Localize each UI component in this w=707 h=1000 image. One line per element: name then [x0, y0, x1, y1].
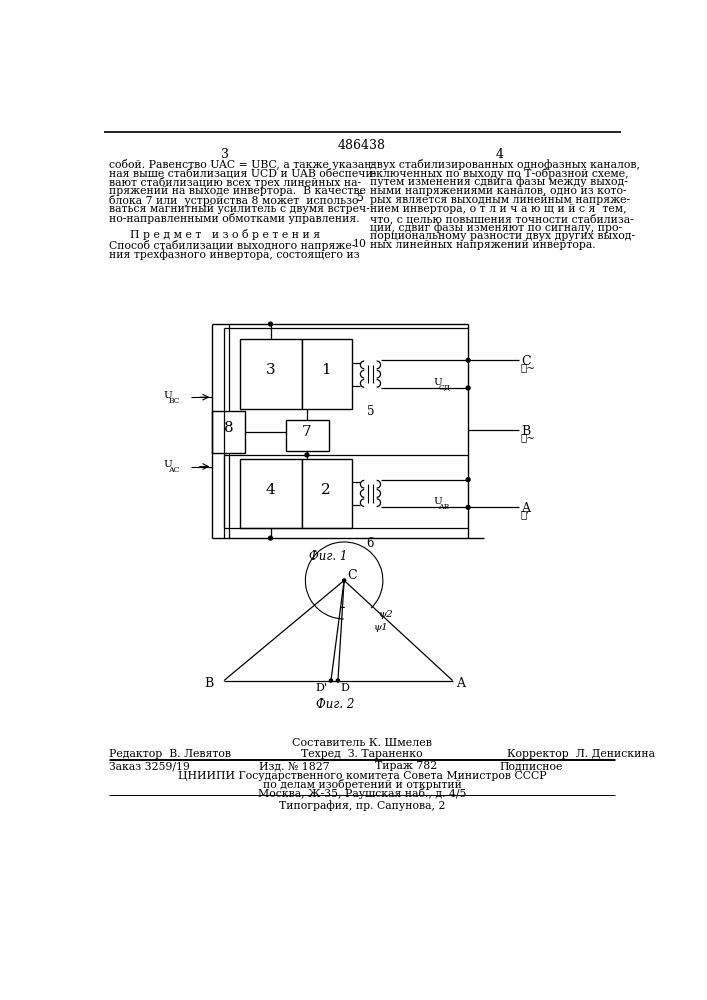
Circle shape [343, 579, 346, 582]
Text: ная выше стабилизация UCD и UAB обеспечи-: ная выше стабилизация UCD и UAB обеспечи… [110, 168, 377, 178]
Text: пряжений на выходе инвертора.  В качестве: пряжений на выходе инвертора. В качестве [110, 186, 366, 196]
Circle shape [466, 505, 470, 509]
Text: Корректор  Л. Денискина: Корректор Л. Денискина [507, 749, 655, 759]
Text: Москва, Ж-35, Раушская наб., д. 4/5: Москва, Ж-35, Раушская наб., д. 4/5 [258, 788, 466, 799]
Text: ции, сдвиг фазы изменяют по сигналу, про-: ции, сдвиг фазы изменяют по сигналу, про… [370, 222, 623, 233]
Bar [212, 411, 245, 453]
Text: U: U [163, 460, 173, 469]
Circle shape [466, 386, 470, 390]
Text: C: C [347, 569, 357, 582]
Text: 10: 10 [353, 239, 367, 249]
Text: B: B [521, 425, 530, 438]
Circle shape [269, 322, 272, 326]
Text: но-направленными обмотками управления.: но-направленными обмотками управления. [110, 213, 360, 224]
Text: ВС: ВС [169, 397, 180, 405]
Bar [240, 339, 301, 409]
Text: 3: 3 [266, 363, 275, 377]
Text: Редактор  В. Левятов: Редактор В. Левятов [110, 749, 231, 759]
Text: ∅': ∅' [520, 510, 529, 519]
Text: U: U [433, 497, 442, 506]
Text: 7: 7 [302, 425, 312, 439]
Text: D': D' [316, 683, 328, 693]
Text: ваться магнитный усилитель с двумя встреч-: ваться магнитный усилитель с двумя встре… [110, 204, 370, 214]
Circle shape [269, 536, 272, 540]
Text: Тираж 782: Тираж 782 [375, 761, 438, 771]
Text: 486438: 486438 [338, 139, 386, 152]
Text: по делам изобретений и открытий: по делам изобретений и открытий [262, 779, 462, 790]
Text: 5: 5 [356, 193, 363, 203]
Text: ными напряжениями каналов, одно из кото-: ными напряжениями каналов, одно из кото- [370, 186, 627, 196]
Bar [240, 459, 301, 528]
Bar [286, 420, 329, 451]
Text: 5: 5 [367, 405, 374, 418]
Circle shape [466, 478, 470, 482]
Text: A: A [521, 502, 530, 515]
Text: блока 7 или  устройства 8 может  использо-: блока 7 или устройства 8 может использо- [110, 195, 363, 206]
Text: U: U [163, 391, 173, 400]
Text: U: U [433, 378, 442, 387]
Text: Техред  З. Тараненко: Техред З. Тараненко [301, 749, 423, 759]
Text: ∅~: ∅~ [520, 433, 535, 442]
Text: Составитель К. Шмелев: Составитель К. Шмелев [292, 738, 432, 748]
Text: 6: 6 [367, 537, 374, 550]
Text: собой. Равенство UAC = UBC, а также указан-: собой. Равенство UAC = UBC, а также указ… [110, 158, 375, 169]
Text: ЦНИИПИ Государственного комитета Совета Министров СССР: ЦНИИПИ Государственного комитета Совета … [177, 771, 547, 781]
Text: 8: 8 [224, 421, 233, 435]
Text: АС: АС [169, 466, 180, 475]
Text: Фиг. 2: Фиг. 2 [315, 698, 354, 710]
Text: A: A [457, 677, 465, 690]
Bar [301, 339, 352, 409]
Circle shape [466, 358, 470, 362]
Text: Типография, пр. Сапунова, 2: Типография, пр. Сапунова, 2 [279, 800, 445, 811]
Text: нием инвертора, о т л и ч а ю щ и й с я  тем,: нием инвертора, о т л и ч а ю щ и й с я … [370, 204, 627, 214]
Text: рых является выходным линейным напряже-: рых является выходным линейным напряже- [370, 195, 631, 205]
Text: двух стабилизированных однофазных каналов,: двух стабилизированных однофазных канало… [370, 158, 641, 169]
Text: путем изменения сдвига фазы между выход-: путем изменения сдвига фазы между выход- [370, 177, 629, 187]
Text: порциональному разности двух других выход-: порциональному разности двух других выхо… [370, 231, 636, 241]
Text: включенных по выходу по Т-образной схеме,: включенных по выходу по Т-образной схеме… [370, 168, 629, 179]
Text: 4: 4 [266, 483, 275, 497]
Text: СД: СД [438, 384, 450, 392]
Circle shape [329, 679, 332, 682]
Text: вают стабилизацию всех трех линейных на-: вают стабилизацию всех трех линейных на- [110, 177, 361, 188]
Text: 2: 2 [322, 483, 331, 497]
Text: Изд. № 1827: Изд. № 1827 [259, 761, 329, 771]
Circle shape [337, 679, 339, 682]
Text: ψ2: ψ2 [379, 610, 394, 619]
Text: Способ стабилизации выходного напряже-: Способ стабилизации выходного напряже- [110, 240, 356, 251]
Text: Подписное: Подписное [499, 761, 563, 771]
Text: что, с целью повышения точности стабилиза-: что, с целью повышения точности стабилиз… [370, 213, 634, 224]
Text: 3: 3 [221, 148, 229, 161]
Text: 4: 4 [495, 148, 503, 161]
Text: Заказ 3259/19: Заказ 3259/19 [110, 761, 190, 771]
Text: ∅~: ∅~ [520, 363, 535, 372]
Text: АВ: АВ [438, 503, 450, 511]
Bar [301, 459, 352, 528]
Text: П р е д м е т   и з о б р е т е н и я: П р е д м е т и з о б р е т е н и я [129, 229, 320, 240]
Text: ния трехфазного инвертора, состоящего из: ния трехфазного инвертора, состоящего из [110, 249, 360, 260]
Circle shape [305, 453, 309, 457]
Text: D: D [340, 683, 349, 693]
Text: C: C [521, 355, 530, 368]
Text: B: B [204, 677, 213, 690]
Text: ψ1: ψ1 [373, 623, 388, 632]
Text: 1: 1 [322, 363, 331, 377]
Text: Фиг. 1: Фиг. 1 [310, 550, 348, 563]
Text: ных линейных напряжений инвертора.: ных линейных напряжений инвертора. [370, 240, 596, 250]
